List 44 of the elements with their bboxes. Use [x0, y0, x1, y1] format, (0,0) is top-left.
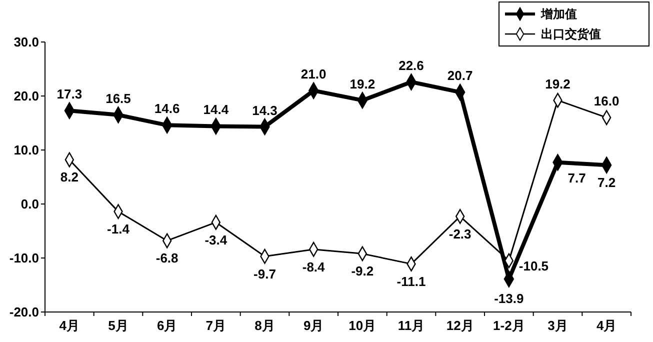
data-label: -13.9: [494, 291, 524, 306]
x-tick-label: 7月: [206, 318, 226, 333]
data-label: 8.2: [60, 170, 78, 185]
data-label: 16.0: [594, 94, 620, 109]
x-tick-label: 12月: [446, 318, 474, 333]
data-label: 7.7: [568, 170, 586, 186]
data-label: 14.4: [203, 102, 230, 118]
data-label: 14.6: [154, 101, 180, 116]
x-tick-label: 1-2月: [493, 318, 525, 333]
data-label: -2.3: [448, 226, 472, 242]
x-tick-label: 5月: [108, 318, 128, 333]
data-label: 14.3: [252, 102, 278, 118]
data-label: 17.3: [56, 86, 82, 102]
y-tick-label: 10.0: [14, 142, 39, 158]
data-label: -1.4: [107, 222, 130, 237]
data-label: 19.2: [545, 76, 570, 92]
data-label: -9.2: [351, 264, 374, 279]
x-tick-label: 9月: [303, 318, 324, 333]
x-tick-label: 8月: [254, 318, 275, 333]
data-label: 19.2: [350, 76, 376, 92]
legend-label: 出口交货值: [541, 27, 601, 42]
y-tick-label: 20.0: [14, 88, 39, 104]
y-tick-label: 30.0: [14, 34, 39, 50]
y-tick-label: 0.0: [20, 196, 39, 212]
data-label: 21.0: [300, 66, 326, 82]
data-label: 16.5: [106, 90, 131, 106]
x-tick-label: 10月: [348, 318, 376, 333]
y-tick-label: -10.0: [9, 250, 39, 266]
data-label: 7.2: [598, 175, 616, 190]
x-tick-label: 11月: [398, 318, 425, 333]
x-tick-label: 4月: [596, 318, 617, 333]
data-label: -10.5: [518, 258, 549, 274]
data-label: -6.8: [156, 250, 178, 266]
data-label: -9.7: [254, 266, 276, 282]
x-tick-label: 3月: [548, 318, 568, 333]
data-label: -8.4: [302, 259, 326, 274]
x-tick-label: 6月: [156, 318, 178, 333]
data-label: -3.4: [204, 232, 228, 248]
y-tick-label: -20.0: [9, 304, 39, 320]
legend-label: 增加值: [540, 7, 577, 22]
x-tick-label: 4月: [59, 318, 80, 333]
data-label: 20.7: [447, 68, 473, 84]
data-label: -11.1: [396, 274, 426, 289]
data-label: 22.6: [398, 58, 424, 73]
